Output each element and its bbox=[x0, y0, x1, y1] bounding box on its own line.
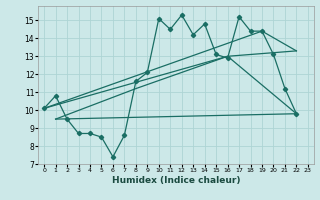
X-axis label: Humidex (Indice chaleur): Humidex (Indice chaleur) bbox=[112, 176, 240, 185]
